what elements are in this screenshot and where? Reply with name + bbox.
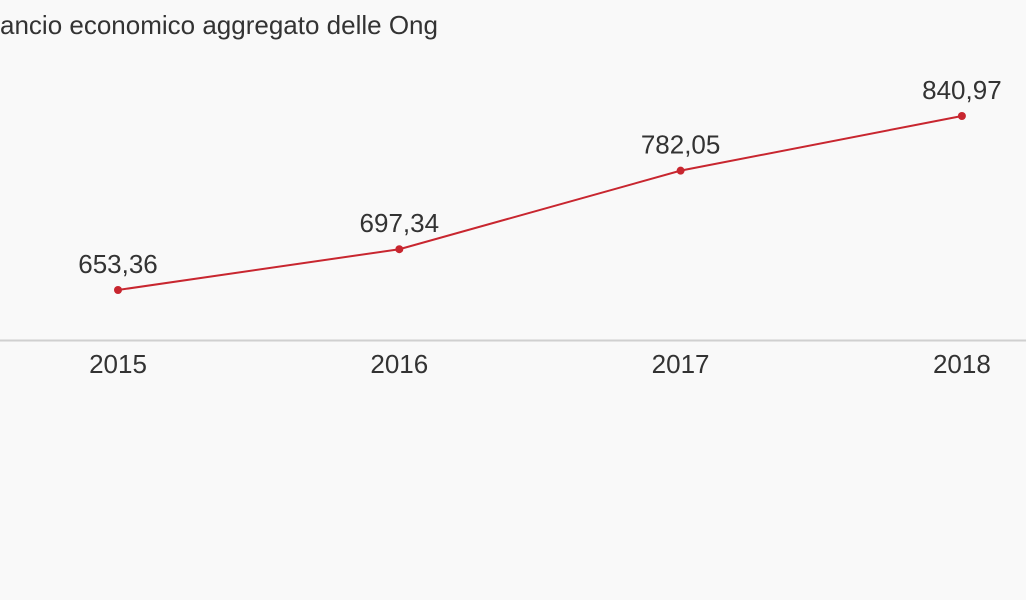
chart-title: ancio economico aggregato delle Ong [0, 10, 438, 40]
x-tick-label: 2017 [652, 349, 710, 379]
data-point [395, 245, 404, 254]
data-label: 840,97 [922, 75, 1002, 105]
data-point [114, 286, 122, 294]
data-point [676, 166, 685, 175]
data-line [117, 115, 963, 291]
x-tick-label: 2015 [89, 349, 147, 379]
data-label: 697,34 [360, 208, 440, 238]
data-label: 653,36 [78, 249, 158, 279]
x-tick-label: 2018 [933, 349, 991, 379]
data-label: 782,05 [641, 130, 721, 160]
x-tick-label: 2016 [370, 349, 428, 379]
data-point [957, 112, 966, 120]
